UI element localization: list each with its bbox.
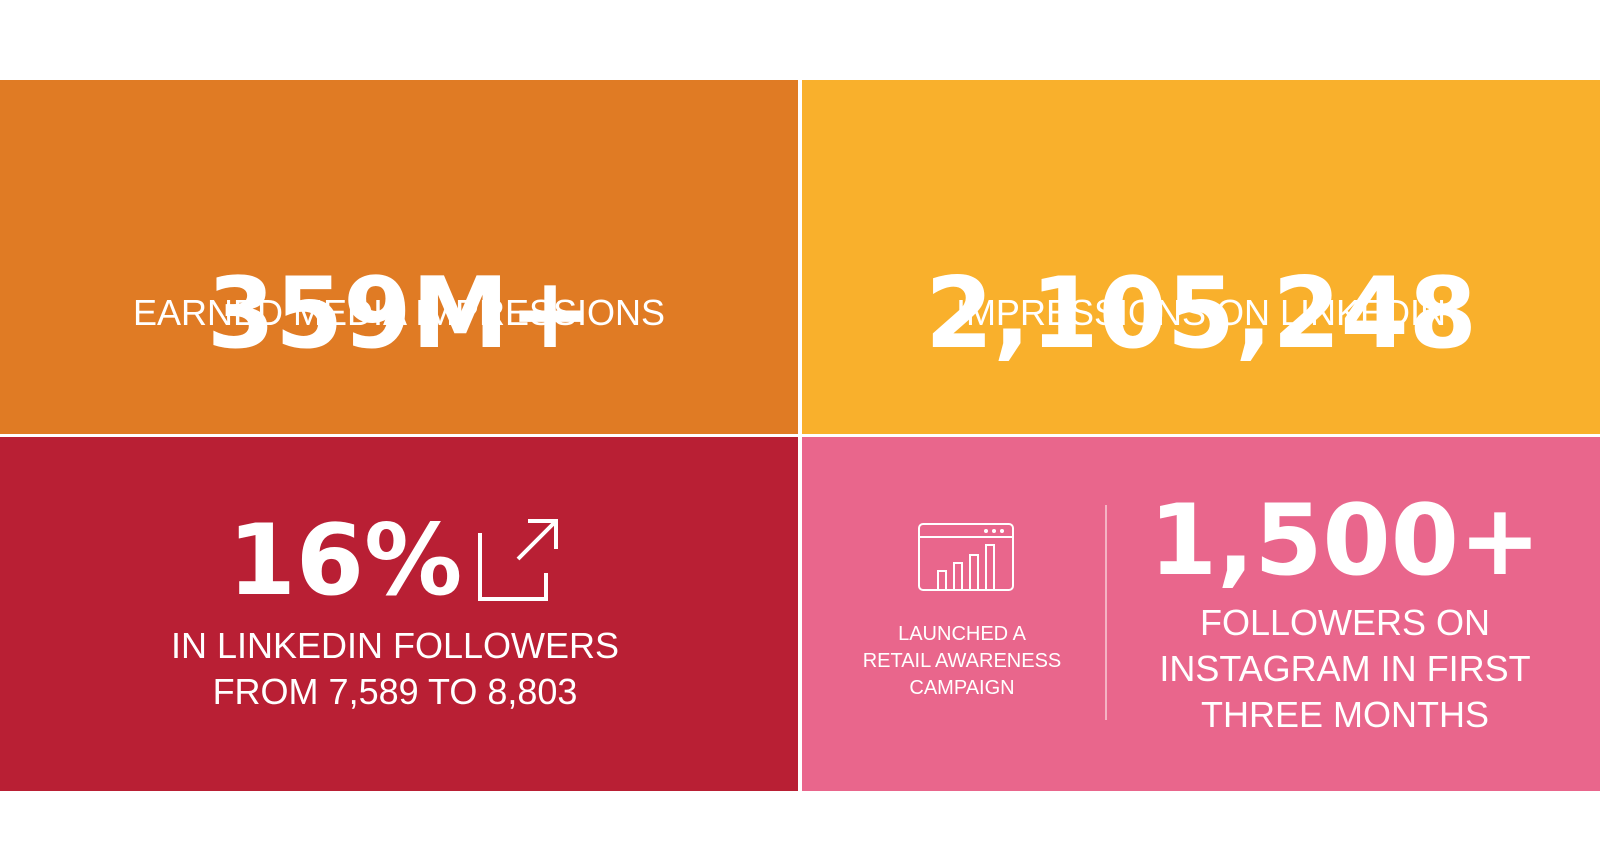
tile: 16% IN LINKEDIN FOLLOWERS FROM 7,589 TO …	[0, 437, 798, 791]
label-line: IMPRESSIONS ON LINKEDIN	[955, 292, 1447, 333]
divider	[1105, 505, 1107, 720]
stat: 359M+	[206, 257, 592, 371]
tile: 2,105,248 IMPRESSIONS ON LINKEDIN	[802, 80, 1600, 434]
label-line: FROM 7,589 TO 8,803	[212, 671, 578, 712]
label-line: IN LINKEDIN FOLLOWERS	[170, 625, 620, 666]
label-line: THREE MONTHS	[1201, 694, 1489, 735]
label: FOLLOWERS ON INSTAGRAM IN FIRST THREE MO…	[1142, 600, 1548, 738]
label: IMPRESSIONS ON LINKEDIN	[802, 290, 1600, 336]
label-line: FOLLOWERS ON	[1199, 602, 1491, 643]
stat: 2,105,248	[925, 257, 1477, 371]
stat: 16%	[227, 504, 463, 618]
stat: 1,500+	[1148, 484, 1542, 598]
browser-chart-icon	[918, 523, 1014, 591]
growth-arrow-icon	[478, 519, 558, 601]
note-line: LAUNCHED A	[898, 623, 1026, 645]
tile: 359M+ EARNED MEDIA IMPRESSIONS	[0, 80, 798, 434]
label-line: EARNED MEDIA IMPRESSIONS	[132, 292, 666, 333]
note-line: RETAIL AWARENESS	[862, 650, 1062, 672]
label: IN LINKEDIN FOLLOWERS FROM 7,589 TO 8,80…	[0, 623, 790, 715]
note: LAUNCHED A RETAIL AWARENESS CAMPAIGN	[842, 621, 1082, 702]
tile: LAUNCHED A RETAIL AWARENESS CAMPAIGN 1,5…	[802, 437, 1600, 791]
note-line: CAMPAIGN	[909, 677, 1015, 699]
label-line: INSTAGRAM IN FIRST	[1159, 648, 1531, 689]
label: EARNED MEDIA IMPRESSIONS	[0, 290, 798, 336]
